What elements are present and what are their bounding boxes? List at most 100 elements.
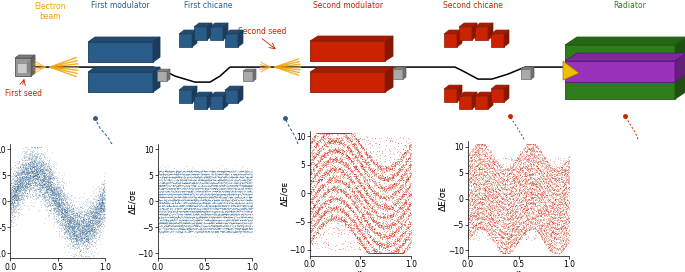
Point xyxy=(553,176,564,180)
Point xyxy=(213,168,224,172)
Point xyxy=(525,219,536,223)
Point xyxy=(358,187,369,191)
Point xyxy=(312,131,323,135)
Point xyxy=(8,192,19,196)
Point xyxy=(351,186,362,190)
Point xyxy=(229,217,240,221)
Point xyxy=(89,211,100,215)
Point xyxy=(526,202,537,206)
Point xyxy=(177,227,188,231)
Point xyxy=(536,151,547,156)
Point xyxy=(310,163,321,168)
Point xyxy=(162,226,173,231)
Point xyxy=(232,175,242,180)
Point xyxy=(334,198,345,203)
Point xyxy=(347,139,358,143)
Point xyxy=(562,232,573,236)
Point xyxy=(306,236,316,240)
Point xyxy=(362,160,373,164)
Point xyxy=(160,212,171,217)
Point xyxy=(47,216,58,220)
Point xyxy=(90,210,101,215)
Point xyxy=(493,168,504,172)
Point xyxy=(354,152,365,156)
Point xyxy=(197,209,208,214)
Point xyxy=(401,234,412,238)
Point xyxy=(327,131,338,135)
Point xyxy=(195,196,206,200)
Point xyxy=(157,183,168,187)
Point xyxy=(173,214,184,218)
Point xyxy=(229,211,240,216)
Point xyxy=(166,227,177,232)
Point xyxy=(206,209,217,214)
Point xyxy=(523,174,534,178)
Point xyxy=(245,169,256,174)
Point xyxy=(51,202,62,207)
Point xyxy=(382,207,393,212)
Point xyxy=(316,213,327,217)
Point xyxy=(162,183,173,188)
Point xyxy=(47,198,58,202)
Point xyxy=(210,206,221,210)
Point xyxy=(96,205,107,210)
Point xyxy=(523,170,534,174)
Point xyxy=(535,234,546,239)
Point xyxy=(561,234,572,238)
Point xyxy=(390,218,401,222)
Point xyxy=(170,195,181,200)
Point xyxy=(501,201,512,205)
Point xyxy=(231,226,242,230)
Point xyxy=(377,251,388,255)
Point xyxy=(180,172,191,176)
Point xyxy=(60,202,71,207)
Point xyxy=(557,194,568,199)
Point xyxy=(185,174,196,178)
Point xyxy=(380,234,391,238)
Point xyxy=(355,193,366,197)
Point xyxy=(485,163,496,168)
Point xyxy=(185,201,196,205)
Point xyxy=(199,194,210,199)
Point xyxy=(500,212,511,216)
Point xyxy=(315,132,326,136)
Point xyxy=(207,221,218,225)
Point xyxy=(310,142,321,146)
Point xyxy=(501,193,512,197)
Point xyxy=(182,169,192,173)
Point xyxy=(184,168,195,173)
Point xyxy=(374,231,385,236)
Point xyxy=(21,177,32,181)
Point xyxy=(347,226,358,231)
Point xyxy=(57,216,68,221)
Point xyxy=(227,169,238,174)
Point xyxy=(208,186,219,191)
Point xyxy=(536,185,547,189)
Point xyxy=(308,155,319,160)
Point xyxy=(189,197,200,202)
Point xyxy=(15,186,26,190)
Point xyxy=(77,217,88,221)
Point xyxy=(10,187,21,191)
Point xyxy=(168,186,179,191)
Point xyxy=(81,197,92,201)
Point xyxy=(171,177,182,182)
Point xyxy=(549,201,560,205)
Point xyxy=(334,149,345,153)
Point xyxy=(388,193,399,197)
Point xyxy=(20,179,31,183)
Point xyxy=(239,168,250,173)
Point xyxy=(338,131,349,135)
Point xyxy=(326,163,337,168)
Point xyxy=(402,244,413,248)
Point xyxy=(541,172,552,176)
Point xyxy=(340,151,351,155)
Point xyxy=(316,144,327,148)
Point xyxy=(7,201,18,205)
Point xyxy=(22,168,33,172)
Point xyxy=(171,218,182,222)
Point xyxy=(371,251,382,255)
Point xyxy=(219,192,230,196)
Point xyxy=(464,201,475,206)
Point xyxy=(64,213,75,218)
